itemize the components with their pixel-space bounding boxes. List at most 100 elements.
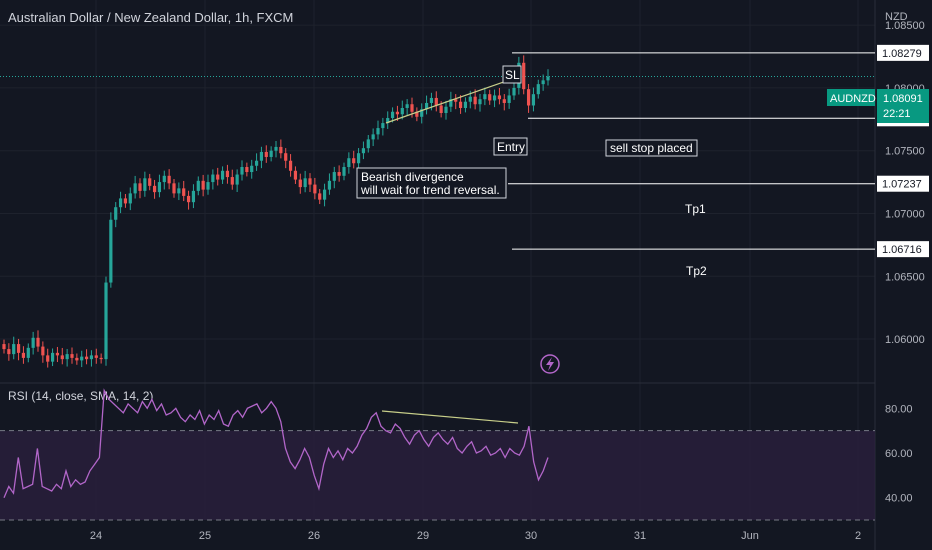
time-tick-label: 25 xyxy=(199,530,211,542)
candle-body xyxy=(157,182,162,193)
candle-body xyxy=(444,106,448,114)
candle-body xyxy=(99,357,103,360)
candle-body xyxy=(274,146,278,151)
candle-body xyxy=(327,180,332,190)
candle-body xyxy=(148,178,152,186)
candle-body xyxy=(225,170,230,178)
countdown-timer: 22:21 xyxy=(883,108,911,120)
candle-body xyxy=(371,134,375,140)
chart-title: Australian Dollar / New Zealand Dollar, … xyxy=(8,10,293,25)
candle-body xyxy=(55,352,60,356)
candle-body xyxy=(439,105,443,114)
candle-body xyxy=(424,102,429,110)
level-badge-label: 1.07237 xyxy=(882,179,922,191)
candle-body xyxy=(541,80,545,85)
candle-body xyxy=(458,101,463,108)
rsi-tick-label: 80.00 xyxy=(885,403,913,415)
candle-body xyxy=(245,167,249,173)
candle-body xyxy=(182,188,186,196)
rsi-trendline xyxy=(381,410,519,424)
candle-body xyxy=(216,174,220,180)
candle-body xyxy=(186,195,191,203)
rsi-tick-label: 60.00 xyxy=(885,448,913,460)
time-tick-label: Jun xyxy=(741,530,759,542)
rsi-band xyxy=(0,430,875,520)
candle-body xyxy=(201,180,205,190)
candle-body xyxy=(128,193,132,204)
candle-body xyxy=(70,354,74,358)
candle-body xyxy=(507,95,511,103)
candle-body xyxy=(235,174,239,185)
sl-label: SL xyxy=(505,68,520,82)
time-tick-label: 31 xyxy=(634,530,646,542)
sl-box xyxy=(502,65,522,84)
divergence-line1: Bearish divergence xyxy=(361,170,464,184)
rsi-tick-label: 40.00 xyxy=(885,493,913,505)
candle-body xyxy=(46,355,50,362)
divergence-box xyxy=(356,167,507,199)
candle-body xyxy=(473,96,477,105)
candle-body xyxy=(337,172,341,176)
candle-body xyxy=(133,183,137,194)
candle-body xyxy=(152,185,157,193)
price-axis: 1.085001.080001.075001.070001.065001.060… xyxy=(885,20,925,346)
candle-body xyxy=(429,97,434,103)
symbol-badge xyxy=(827,89,875,106)
candle-body xyxy=(468,96,472,102)
candle-body xyxy=(240,167,244,175)
candle-body xyxy=(531,94,536,106)
candle-body xyxy=(162,175,166,183)
candle-body xyxy=(332,172,336,181)
price-tick-label: 1.07000 xyxy=(885,208,925,220)
rsi-axis: 80.00 60.00 40.00 xyxy=(885,403,913,504)
time-tick-label: 2 xyxy=(855,530,861,542)
rsi-label: RSI (14, close, SMA, 14, 2) xyxy=(8,389,153,403)
candle-body xyxy=(405,104,409,108)
candle-body xyxy=(21,352,26,358)
candle-body xyxy=(269,150,273,157)
candle-body xyxy=(80,356,84,361)
candle-body xyxy=(293,170,298,180)
candle-body xyxy=(303,178,307,188)
level-badge xyxy=(877,175,929,192)
rsi-line xyxy=(3,388,549,498)
candle-body xyxy=(31,337,35,348)
candle-body xyxy=(172,183,176,194)
level-badge xyxy=(877,241,929,258)
candle-body xyxy=(167,175,171,184)
candle-body xyxy=(259,151,264,161)
candle-body xyxy=(478,99,482,105)
price-tick-label: 1.08500 xyxy=(885,20,925,32)
lightning-icon[interactable] xyxy=(540,354,560,374)
candle-body xyxy=(512,87,516,96)
last-price-value: 1.08091 xyxy=(883,93,923,105)
candle-body xyxy=(536,84,540,95)
candle-body xyxy=(342,167,346,176)
sell-stop-box xyxy=(605,139,698,157)
candle-body xyxy=(41,346,45,356)
candle-body xyxy=(488,94,492,101)
last-price-badge xyxy=(877,89,929,123)
tp1-label: Tp1 xyxy=(685,202,706,216)
candle-body xyxy=(483,94,487,100)
candle-body xyxy=(114,207,118,220)
candle-body xyxy=(318,193,322,200)
price-tick-label: 1.06000 xyxy=(885,334,925,346)
sell-stop-label: sell stop placed xyxy=(610,141,693,155)
candle-body xyxy=(308,178,312,185)
candle-body xyxy=(94,355,98,358)
candle-body xyxy=(415,111,419,117)
candle-body xyxy=(177,188,181,194)
candle-body xyxy=(284,153,288,161)
price-trendline xyxy=(385,76,519,124)
candle-body xyxy=(143,178,147,191)
candle-body xyxy=(361,148,366,154)
tp2-label: Tp2 xyxy=(686,264,707,278)
candle-body xyxy=(109,219,113,283)
currency-label: NZD xyxy=(885,11,908,23)
candle-body xyxy=(376,128,380,135)
candle-body xyxy=(322,189,327,200)
candle-body xyxy=(313,184,317,194)
candle-body xyxy=(264,151,268,157)
